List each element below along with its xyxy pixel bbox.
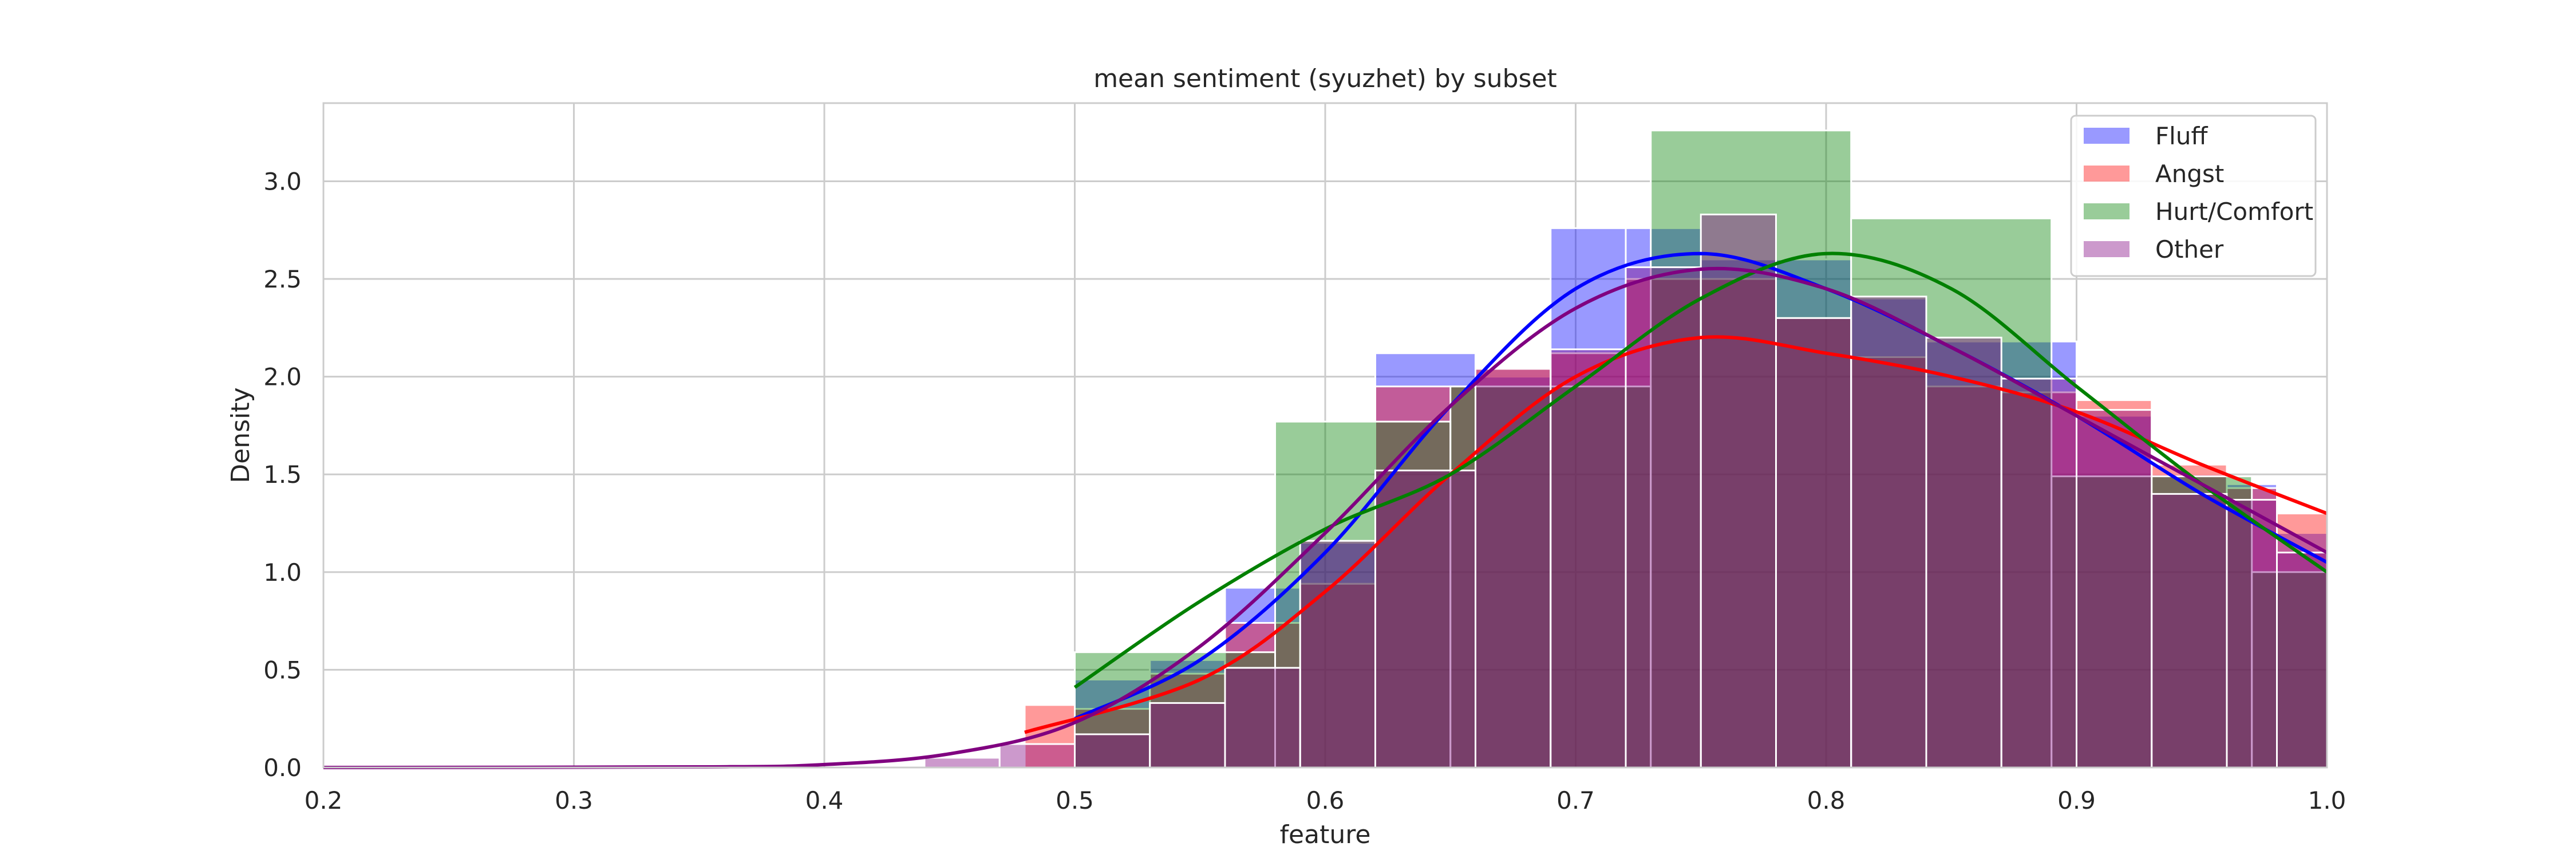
bar-group-angst bbox=[1024, 278, 2328, 769]
bar-fluff bbox=[1850, 297, 1927, 769]
legend-label-angst: Angst bbox=[2155, 160, 2224, 188]
y-tick-label: 3.0 bbox=[263, 167, 302, 195]
bar-angst bbox=[1700, 278, 1777, 769]
bar-fluff bbox=[1625, 227, 1702, 769]
y-tick-label: 0.5 bbox=[263, 656, 302, 684]
histogram-bars bbox=[923, 129, 2328, 769]
bar-group-hurt-comfort bbox=[1074, 129, 2328, 769]
bar-fluff bbox=[1550, 227, 1627, 769]
bar-fluff bbox=[1149, 659, 1226, 769]
legend-swatch-other bbox=[2084, 241, 2129, 257]
y-tick-label: 1.5 bbox=[263, 460, 302, 489]
bar-other bbox=[1925, 336, 2002, 769]
x-axis-ticks: 0.2 0.3 0.4 0.5 0.6 0.7 0.8 0.9 1.0 bbox=[305, 786, 2346, 814]
bar-angst bbox=[1224, 622, 1301, 769]
bar-hurt-comfort bbox=[1650, 129, 1852, 769]
kde-line-fluff bbox=[1074, 251, 2328, 721]
y-tick-label: 0.0 bbox=[263, 754, 302, 782]
bar-other bbox=[1374, 469, 1476, 769]
y-axis-label: Density bbox=[226, 387, 255, 483]
bar-other bbox=[1475, 368, 1552, 769]
bar-hurt-comfort bbox=[1274, 420, 1452, 769]
legend-swatch-hurt-comfort bbox=[2084, 203, 2129, 219]
plot-frame bbox=[322, 102, 2328, 769]
bar-fluff bbox=[1700, 258, 1777, 769]
legend-label-hurt-comfort: Hurt/Comfort bbox=[2155, 198, 2313, 226]
bar-other bbox=[1850, 296, 1927, 769]
legend-box bbox=[2070, 115, 2317, 277]
chart-title: mean sentiment (syuzhet) by subset bbox=[1093, 64, 1557, 93]
bar-fluff bbox=[1775, 258, 1852, 769]
y-tick-label: 2.5 bbox=[263, 265, 302, 293]
bar-angst bbox=[2151, 463, 2228, 769]
x-tick-label: 1.0 bbox=[2308, 786, 2346, 814]
kde-line-angst bbox=[1024, 335, 2328, 734]
x-tick-label: 0.5 bbox=[1056, 786, 1094, 814]
y-tick-label: 2.0 bbox=[263, 363, 302, 391]
bar-other bbox=[1299, 540, 1376, 769]
x-tick-label: 0.6 bbox=[1306, 786, 1345, 814]
x-axis-label: feature bbox=[1280, 820, 1371, 849]
bar-hurt-comfort bbox=[2251, 571, 2328, 769]
x-tick-label: 0.4 bbox=[805, 786, 844, 814]
bar-other bbox=[998, 743, 1076, 769]
bar-other bbox=[1224, 667, 1301, 769]
bar-other bbox=[1775, 317, 1852, 769]
bar-other bbox=[923, 757, 1001, 769]
bar-other bbox=[1074, 733, 1151, 769]
bar-other bbox=[2151, 493, 2228, 769]
legend: Fluff Angst Hurt/Comfort Other bbox=[2070, 115, 2317, 277]
bar-other bbox=[2000, 377, 2077, 769]
kde-curves bbox=[323, 251, 2328, 769]
kde-line-other bbox=[323, 266, 2328, 769]
x-tick-label: 0.7 bbox=[1556, 786, 1595, 814]
legend-swatch-angst bbox=[2084, 166, 2129, 182]
y-tick-label: 1.0 bbox=[263, 558, 302, 587]
bar-other bbox=[2276, 552, 2328, 769]
bar-other bbox=[1149, 702, 1226, 769]
bar-angst bbox=[1374, 385, 1476, 769]
bar-group-other bbox=[923, 213, 2328, 769]
x-tick-label: 0.9 bbox=[2057, 786, 2096, 814]
kde-line-hurt-comfort bbox=[1073, 251, 2328, 689]
bar-angst bbox=[1550, 352, 1627, 769]
bar-other bbox=[1700, 213, 1777, 769]
bar-angst bbox=[2000, 391, 2077, 769]
bar-other bbox=[2226, 499, 2278, 769]
legend-label-fluff: Fluff bbox=[2155, 122, 2208, 150]
x-tick-label: 0.3 bbox=[555, 786, 593, 814]
bar-other bbox=[1550, 348, 1627, 769]
x-tick-label: 0.2 bbox=[305, 786, 343, 814]
bar-other bbox=[2076, 409, 2153, 769]
x-tick-label: 0.8 bbox=[1807, 786, 1846, 814]
legend-label-other: Other bbox=[2155, 235, 2224, 263]
y-axis-ticks: 0.0 0.5 1.0 1.5 2.0 2.5 3.0 bbox=[263, 167, 302, 782]
legend-swatch-fluff bbox=[2084, 128, 2129, 144]
bar-hurt-comfort bbox=[1850, 217, 2053, 769]
bar-angst bbox=[1775, 317, 1852, 769]
bar-fluff bbox=[2076, 415, 2153, 769]
